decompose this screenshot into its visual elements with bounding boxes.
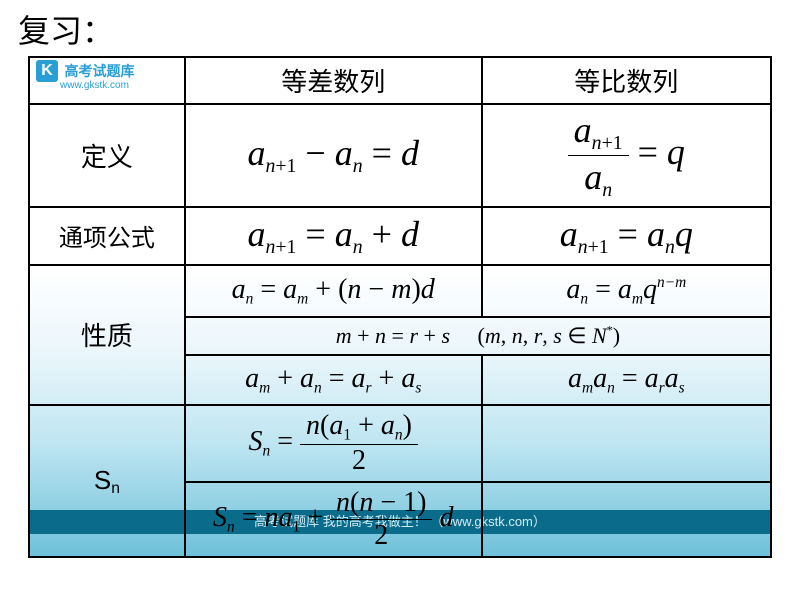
review-table: 等差数列 等比数列 定义 an+1 − an = d an+1 an = q 通… — [28, 56, 772, 558]
row-property-1: 性质 an = am + (n − m)d an = amqn−m — [29, 265, 771, 317]
row-definition: 定义 an+1 − an = d an+1 an = q — [29, 104, 771, 207]
cell-prop-condition: m + n = r + s (m, n, r, s ∈ N*) — [185, 317, 771, 355]
label-sn: Sn — [29, 405, 185, 557]
cell-def-arith: an+1 − an = d — [185, 104, 482, 207]
cell-prop3-geom: aman = aras — [482, 355, 771, 405]
label-general-term: 通项公式 — [29, 207, 185, 265]
page-title: 复习： — [0, 0, 800, 56]
watermark-logo: K 高考试题库 www.gkstk.com — [36, 60, 134, 91]
label-definition: 定义 — [29, 104, 185, 207]
cell-prop3-arith: am + an = ar + as — [185, 355, 482, 405]
header-arithmetic: 等差数列 — [185, 57, 482, 104]
cell-gt-arith: an+1 = an + d — [185, 207, 482, 265]
cell-sn1-geom — [482, 405, 771, 482]
row-sn-1: Sn Sn = n(a1 + an) 2 — [29, 405, 771, 482]
cell-prop1-arith: an = am + (n − m)d — [185, 265, 482, 317]
label-property: 性质 — [29, 265, 185, 405]
table-header-row: 等差数列 等比数列 — [29, 57, 771, 104]
cell-gt-geom: an+1 = anq — [482, 207, 771, 265]
cell-sn2-geom — [482, 482, 771, 557]
row-general-term: 通项公式 an+1 = an + d an+1 = anq — [29, 207, 771, 265]
logo-text-cn: 高考试题库 — [64, 65, 134, 80]
table-container: 高考试题库 我的高考我做主！ （www.gkstk.com） K 高考试题库 w… — [28, 56, 772, 558]
cell-sn1-arith: Sn = n(a1 + an) 2 — [185, 405, 482, 482]
header-geometric: 等比数列 — [482, 57, 771, 104]
logo-url: www.gkstk.com — [60, 80, 134, 91]
cell-prop1-geom: an = amqn−m — [482, 265, 771, 317]
cell-sn2-arith: Sn = na1 + n(n − 1) 2 d — [185, 482, 482, 557]
cell-def-geom: an+1 an = q — [482, 104, 771, 207]
logo-letter: K — [36, 60, 58, 82]
